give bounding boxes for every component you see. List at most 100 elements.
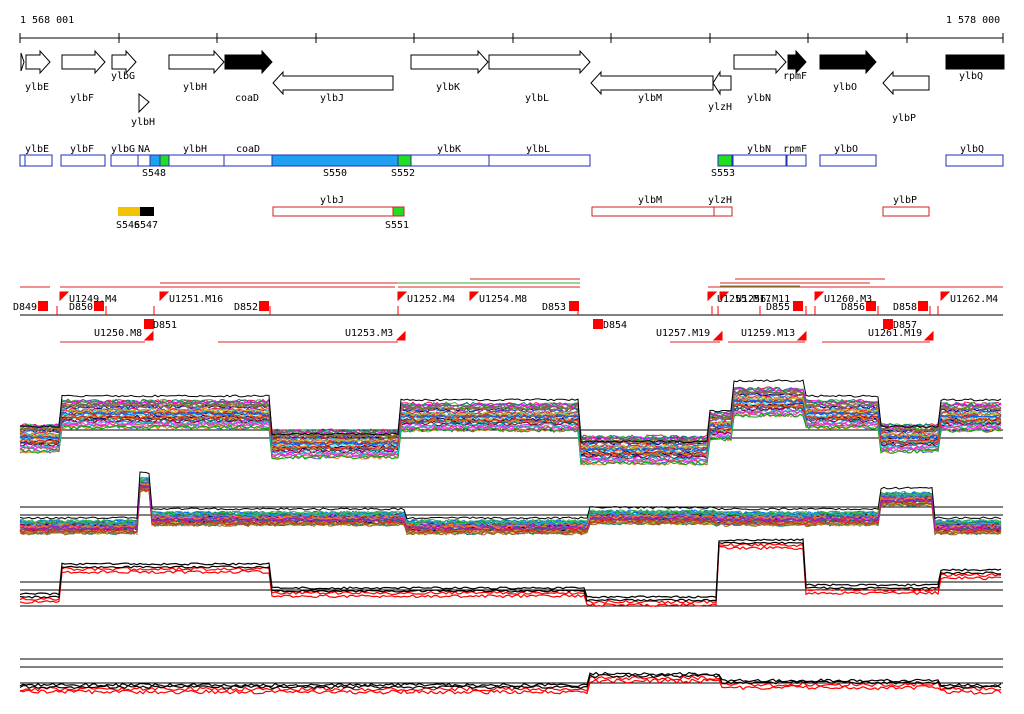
gene-ylbM[interactable] xyxy=(590,70,714,96)
seg-S550[interactable] xyxy=(271,154,399,167)
upshift-flag-U1255[interactable] xyxy=(707,291,718,302)
gene-ylbL[interactable] xyxy=(488,49,591,75)
downshift-D850[interactable] xyxy=(94,301,104,311)
aseg-S546[interactable] xyxy=(118,207,140,216)
seg-S548-green[interactable] xyxy=(159,154,170,167)
track1-profiles xyxy=(19,379,1002,467)
seg-ylbK[interactable] xyxy=(410,154,490,167)
gene-label-ylbP: ylbP xyxy=(892,113,916,124)
seg-S552[interactable] xyxy=(397,154,412,167)
gene-label-ylzH: ylzH xyxy=(708,102,732,113)
downshift-D853[interactable] xyxy=(569,301,579,311)
seg-label-ylbK: ylbK xyxy=(437,144,461,155)
gene-rpmF[interactable] xyxy=(787,49,807,75)
seg-ylbF[interactable] xyxy=(60,154,106,167)
gene-ylbF[interactable] xyxy=(61,49,106,75)
downshift-D849[interactable] xyxy=(38,301,48,311)
gene-label-ylbL: ylbL xyxy=(525,93,549,104)
downshift-D851[interactable] xyxy=(144,319,154,329)
seg-label-NA: NA xyxy=(138,144,150,155)
downshift-D856[interactable] xyxy=(866,301,876,311)
downshift-D858[interactable] xyxy=(918,301,928,311)
seg-ylbL[interactable] xyxy=(488,154,591,167)
seg-S548-blue[interactable] xyxy=(149,154,161,167)
gene-ylbP[interactable] xyxy=(882,70,930,96)
gene-label-ylbN: ylbN xyxy=(747,93,771,104)
gene-ylbO[interactable] xyxy=(819,49,877,75)
antisense-segment-labels: ylbJ ylbM ylzH ylbP S546 S547 S551 xyxy=(116,195,917,231)
downshift-D852[interactable] xyxy=(259,301,269,311)
upshift-label: U1260.M3 xyxy=(824,294,872,305)
upshift-label: U1254.M8 xyxy=(479,294,527,305)
upshift-label: U1259.M13 xyxy=(741,328,795,339)
expression-profile xyxy=(19,487,1002,534)
upshift-flag-U1256[interactable] xyxy=(719,291,730,302)
gene-label-ylbJ: ylbJ xyxy=(320,93,344,104)
gene-label-ylbH: ylbH xyxy=(183,82,207,93)
upshift-flag-U1262[interactable] xyxy=(940,291,951,302)
aseg-ylbM[interactable] xyxy=(591,206,715,217)
upshift-flag-U1254[interactable] xyxy=(469,291,480,302)
seg-label-ylbQ: ylbQ xyxy=(960,144,984,155)
aseg-id-S547: S547 xyxy=(134,220,158,231)
gene-ylbQ[interactable] xyxy=(945,54,1005,70)
upshift-flag-U1250[interactable] xyxy=(143,330,154,341)
upshift-flag-U1259[interactable] xyxy=(796,330,807,341)
upshift-flag-U1249[interactable] xyxy=(59,291,70,302)
shift-stubs xyxy=(56,306,939,315)
seg-ylbE-inner[interactable] xyxy=(19,154,26,167)
gene-label-rpmF: rpmF xyxy=(783,71,807,82)
shift-range-lines xyxy=(20,278,1003,343)
upshift-flag-U1261[interactable] xyxy=(923,330,934,341)
upshift-flag-U1252[interactable] xyxy=(397,291,408,302)
gene-label-coaD: coaD xyxy=(235,93,259,104)
downshift-D855[interactable] xyxy=(793,301,803,311)
gene-ylbH[interactable] xyxy=(168,49,225,75)
upshift-label: U1249.M4 xyxy=(69,294,117,305)
seg-ylbH[interactable] xyxy=(168,154,225,167)
seg-coaD[interactable] xyxy=(223,154,273,167)
gene-coaD[interactable] xyxy=(224,49,273,75)
seg-id-S548: S548 xyxy=(142,168,166,179)
expression-profile xyxy=(19,408,1002,462)
gene-ylbN[interactable] xyxy=(733,49,787,75)
seg-ylbO[interactable] xyxy=(819,154,877,167)
expression-profile xyxy=(19,471,1002,520)
shift-labels: U1249.M4 U1251.M16 U1252.M4 U1254.M8 U12… xyxy=(13,294,998,339)
expression-profile xyxy=(19,405,1002,459)
upshift-label: U1250.M8 xyxy=(94,328,142,339)
gene-ylbH-small[interactable] xyxy=(138,92,150,114)
downshift-D854[interactable] xyxy=(593,319,603,329)
seg-label-rpmF: rpmF xyxy=(783,144,807,155)
sense-segment-track xyxy=(19,154,1004,167)
upshift-flag-U1257[interactable] xyxy=(712,330,723,341)
upshift-flag-U1260[interactable] xyxy=(814,291,825,302)
upshift-flag-U1253[interactable] xyxy=(395,330,406,341)
downshift-label: D857 xyxy=(893,320,917,331)
aseg-ylzH[interactable] xyxy=(713,206,733,217)
seg-S553[interactable] xyxy=(717,154,733,167)
gene-ylbK[interactable] xyxy=(410,49,489,75)
seg-rpmF[interactable] xyxy=(786,154,807,167)
downshift-markers xyxy=(38,301,928,329)
track4-profiles xyxy=(19,671,1002,695)
gene-ylbJ[interactable] xyxy=(272,70,394,96)
seg-ylbQ[interactable] xyxy=(945,154,1004,167)
gene-ylzH[interactable] xyxy=(712,70,732,96)
gene-ylbG[interactable] xyxy=(111,49,137,75)
aseg-ylbP[interactable] xyxy=(882,206,930,217)
aseg-S547[interactable] xyxy=(140,207,154,216)
seg-NA[interactable] xyxy=(137,154,151,167)
seg-ylbN[interactable] xyxy=(732,154,787,167)
downshift-D857[interactable] xyxy=(883,319,893,329)
seg-ylbG[interactable] xyxy=(110,154,139,167)
seg-label-ylbG: ylbG xyxy=(111,144,135,155)
seg-label-ylbF: ylbF xyxy=(70,144,94,155)
aseg-ylbJ[interactable] xyxy=(272,206,394,217)
aseg-S551[interactable] xyxy=(392,206,405,217)
upshift-label: U1251.M16 xyxy=(169,294,223,305)
gene-ylbE[interactable] xyxy=(20,52,25,72)
gene-ylbE-arrow[interactable] xyxy=(25,49,51,75)
upshift-flag-U1251[interactable] xyxy=(159,291,170,302)
upshift-flags xyxy=(59,291,951,341)
